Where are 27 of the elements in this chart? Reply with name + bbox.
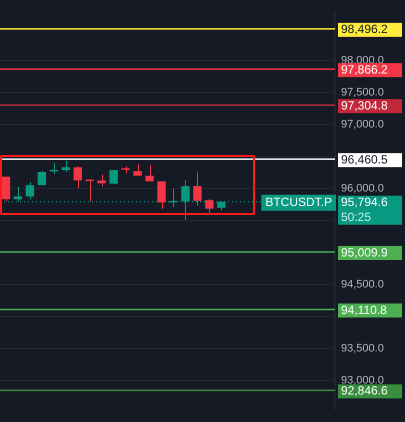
annotation: BTCUSDT.P — [265, 195, 332, 210]
candlestick — [205, 198, 214, 216]
ref-line-label: 97,304.8 — [341, 98, 388, 112]
candlestick — [50, 162, 58, 175]
candlestick — [157, 180, 166, 210]
y-tick-label: 97,000.0 — [341, 118, 384, 131]
y-tick-label: 94,500.0 — [341, 278, 384, 291]
candlestick — [109, 170, 118, 186]
ref-line-label: 97,866.2 — [341, 62, 388, 76]
candlestick — [62, 160, 70, 172]
candlestick — [74, 166, 82, 189]
ref-line-label: 98,496.2 — [341, 22, 388, 36]
candlestick — [145, 164, 154, 182]
ref-line-label: 95,794.6 — [341, 195, 388, 210]
y-tick-label: 96,000.0 — [341, 182, 384, 195]
candlestick — [38, 170, 46, 186]
candlestick — [26, 182, 34, 200]
y-tick-label: 97,500.0 — [341, 86, 384, 99]
candlestick — [193, 172, 202, 206]
text: 50:25 — [341, 210, 372, 224]
y-tick-label: 93,500.0 — [341, 342, 384, 355]
ref-line-label: 94,110.8 — [341, 302, 388, 317]
candlestick — [98, 174, 106, 187]
candlestick — [86, 180, 94, 202]
ref-line-label: 95,009.9 — [341, 245, 388, 260]
ref-line-label: 96,460.5 — [341, 152, 388, 166]
candlestick — [2, 176, 10, 202]
